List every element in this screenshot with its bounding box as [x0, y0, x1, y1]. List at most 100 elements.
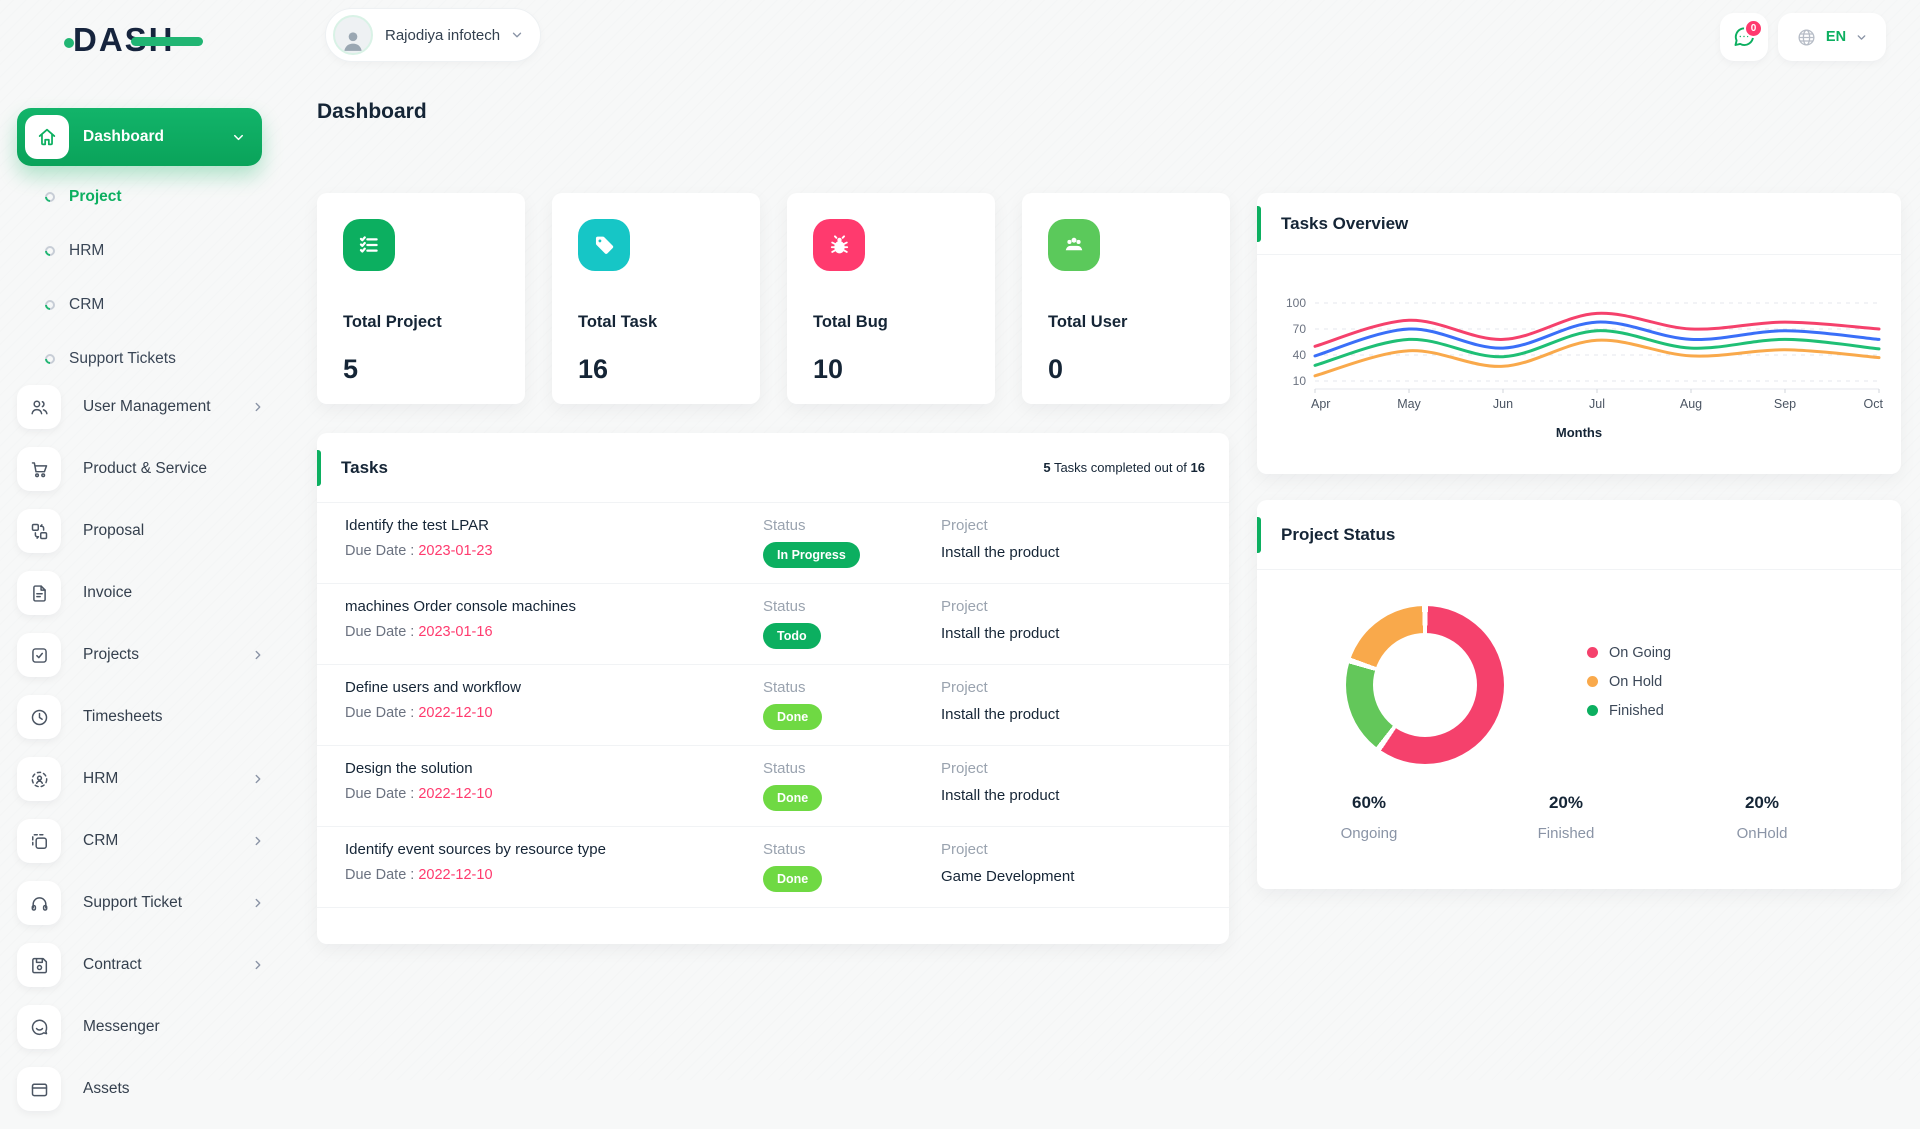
messages-button[interactable]: 0 [1720, 13, 1768, 61]
project-label: Project [941, 517, 988, 534]
chevron-right-icon [251, 648, 265, 662]
language-selector[interactable]: EN [1778, 13, 1886, 61]
language-code: EN [1825, 29, 1847, 45]
stat-card-total-task: Total Task 16 [552, 193, 760, 404]
tasks-overview-header: Tasks Overview [1257, 193, 1901, 255]
dashboard-label: Dashboard [83, 128, 164, 145]
tasks-card-header: Tasks 5 Tasks completed out of 16 [317, 433, 1229, 503]
sidebar-item-support-tickets-sub[interactable]: Support Tickets [0, 332, 290, 386]
tasks-card: Tasks 5 Tasks completed out of 16 Identi… [317, 433, 1229, 944]
svg-text:Jul: Jul [1589, 397, 1605, 411]
sidebar-item-timesheets[interactable]: Timesheets [17, 695, 273, 739]
status-label: Status [763, 679, 806, 696]
subitem-label: HRM [69, 242, 105, 259]
invoice-icon [17, 571, 61, 615]
due-date: 2022-12-10 [418, 705, 493, 721]
logo-dot [64, 38, 74, 48]
svg-text:May: May [1397, 397, 1421, 411]
legend-dot [1587, 676, 1598, 687]
task-main: Identify event sources by resource type … [345, 841, 763, 907]
legend-label: On Hold [1609, 673, 1663, 690]
frames-icon [17, 819, 61, 863]
sidebar-item-assets[interactable]: Assets [17, 1067, 273, 1111]
status-label: Status [763, 760, 806, 777]
due-label: Due Date : [345, 624, 419, 640]
task-name: Define users and workflow [345, 679, 521, 696]
sidebar-item-messenger[interactable]: Messenger [17, 1005, 273, 1049]
task-name: Design the solution [345, 760, 473, 777]
project-label: Project [941, 598, 988, 615]
sidebar-item-support-ticket[interactable]: Support Ticket [17, 881, 273, 925]
svg-text:100: 100 [1286, 296, 1306, 310]
tag-icon [578, 219, 630, 271]
sidebar-item-crm[interactable]: CRM [17, 819, 273, 863]
home-icon [25, 115, 69, 159]
project-label: Project [941, 679, 988, 696]
status-badge: Todo [763, 623, 821, 649]
status-badge: Done [763, 785, 823, 811]
workspace-selector[interactable]: Rajodiya infotech [325, 8, 542, 62]
tasks-summary-text: Tasks completed out of [1050, 460, 1191, 475]
task-project-col: Project Install the product [941, 760, 1201, 826]
legend-item: On Hold [1587, 671, 1671, 692]
task-row: machines Order console machines Due Date… [317, 584, 1229, 665]
sidebar-item-user-management[interactable]: User Management [17, 385, 273, 429]
accent-bar [1257, 517, 1261, 553]
legend-item: On Going [1587, 642, 1671, 663]
user-scan-icon [17, 757, 61, 801]
sidebar-item-proposal[interactable]: Proposal [17, 509, 273, 553]
cart-icon [17, 447, 61, 491]
sidebar-item-contract[interactable]: Contract [17, 943, 273, 987]
app-logo[interactable]: DASH [64, 21, 203, 58]
project-status-card: Project Status On Going On Hold Finished… [1257, 500, 1901, 889]
task-status-col: Status In Progress [763, 517, 941, 583]
bullet-icon [42, 189, 58, 205]
sidebar-item-projects[interactable]: Projects [17, 633, 273, 677]
svg-text:Sep: Sep [1774, 397, 1796, 411]
sidebar-item-dashboard[interactable]: Dashboard [17, 108, 262, 166]
due-date: 2023-01-16 [418, 624, 493, 640]
status-label: Status [763, 598, 806, 615]
sidebar-item-product-service[interactable]: Product & Service [17, 447, 273, 491]
due-label: Due Date : [345, 786, 419, 802]
project-name: Install the product [941, 544, 1060, 561]
stat-card-total-project: Total Project 5 [317, 193, 525, 404]
sidebar-item-project[interactable]: Project [0, 170, 290, 224]
chevron-right-icon [251, 400, 265, 414]
sidebar-item-hrm[interactable]: HRM [17, 757, 273, 801]
task-due: Due Date : 2022-12-10 [345, 867, 763, 883]
svg-text:10: 10 [1293, 374, 1307, 388]
summary-percent: 20% [1744, 793, 1780, 812]
svg-text:40: 40 [1293, 348, 1307, 362]
chevron-right-icon [251, 958, 265, 972]
sidebar-item-hrm-sub[interactable]: HRM [0, 224, 290, 278]
status-summary-ongoing: 60% Ongoing [1341, 793, 1398, 842]
navitem-label: Invoice [83, 584, 133, 601]
stat-label: Total Bug [813, 313, 888, 331]
sidebar-item-invoice[interactable]: Invoice [17, 571, 273, 615]
user-group-icon [1048, 219, 1100, 271]
svg-text:Aug: Aug [1680, 397, 1702, 411]
headphones-icon [17, 881, 61, 925]
svg-text:Jun: Jun [1493, 397, 1513, 411]
task-main: Design the solution Due Date : 2022-12-1… [345, 760, 763, 826]
accent-bar [1257, 206, 1261, 242]
task-main: machines Order console machines Due Date… [345, 598, 763, 664]
tasks-overview-chart: 100 70 40 10 Apr May Jun Jul Aug Sep Oct [1269, 293, 1889, 415]
stat-card-total-user: Total User 0 [1022, 193, 1230, 404]
task-project-col: Project Install the product [941, 598, 1201, 664]
accent-bar [317, 450, 321, 486]
sidebar-item-crm-sub[interactable]: CRM [0, 278, 290, 332]
checklist-icon [343, 219, 395, 271]
chevron-right-icon [251, 772, 265, 786]
subitem-label: Support Tickets [69, 350, 176, 367]
navitem-label: Messenger [83, 1018, 160, 1035]
asset-box-icon [17, 1067, 61, 1111]
stat-value: 16 [578, 354, 609, 384]
navitem-label: CRM [83, 832, 119, 849]
clock-icon [17, 695, 61, 739]
logo-dash-bar [130, 37, 203, 46]
status-label: Status [763, 517, 806, 534]
tasks-summary: 5 Tasks completed out of 16 [1043, 460, 1205, 475]
project-status-title: Project Status [1281, 524, 1396, 544]
